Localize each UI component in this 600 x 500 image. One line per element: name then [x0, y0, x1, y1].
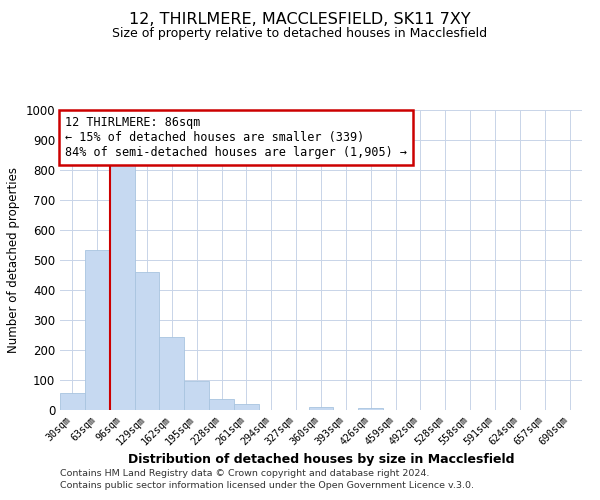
Bar: [209, 398, 234, 410]
Bar: [234, 404, 259, 410]
Bar: [308, 407, 334, 410]
Bar: [134, 272, 160, 410]
Bar: [358, 408, 383, 410]
Text: Contains HM Land Registry data © Crown copyright and database right 2024.: Contains HM Land Registry data © Crown c…: [60, 468, 430, 477]
Bar: [110, 161, 134, 410]
Bar: [85, 250, 110, 410]
Bar: [60, 393, 85, 410]
Bar: [184, 381, 209, 410]
Text: Contains public sector information licensed under the Open Government Licence v.: Contains public sector information licen…: [60, 481, 474, 490]
Text: 12, THIRLMERE, MACCLESFIELD, SK11 7XY: 12, THIRLMERE, MACCLESFIELD, SK11 7XY: [129, 12, 471, 28]
Text: Size of property relative to detached houses in Macclesfield: Size of property relative to detached ho…: [112, 28, 488, 40]
X-axis label: Distribution of detached houses by size in Macclesfield: Distribution of detached houses by size …: [128, 453, 514, 466]
Bar: [160, 336, 184, 410]
Text: 12 THIRLMERE: 86sqm
← 15% of detached houses are smaller (339)
84% of semi-detac: 12 THIRLMERE: 86sqm ← 15% of detached ho…: [65, 116, 407, 159]
Y-axis label: Number of detached properties: Number of detached properties: [7, 167, 20, 353]
